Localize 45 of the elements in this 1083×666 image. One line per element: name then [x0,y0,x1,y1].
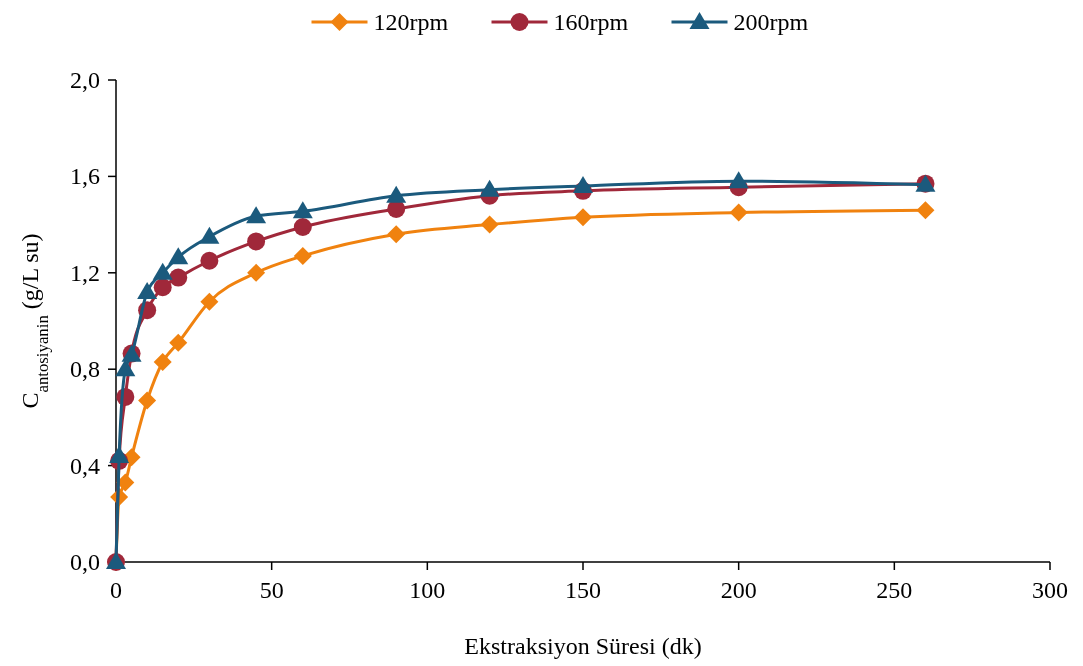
point [153,278,172,297]
point [480,215,499,234]
y-tick-label: 0,8 [70,356,100,383]
y-tick-label: 1,2 [70,259,100,286]
point [153,352,172,371]
point [169,333,188,352]
point [729,203,748,222]
point [200,292,219,311]
point [137,282,158,300]
point [387,225,406,244]
x-tick-label: 100 [409,577,446,603]
x-tick-label: 200 [720,577,757,603]
point [293,218,312,237]
legend-label: 200rpm [733,9,809,35]
point [138,391,157,410]
point [115,359,136,377]
point [200,251,219,270]
legend-label: 120rpm [373,9,449,35]
point [292,201,313,219]
x-tick-label: 0 [110,577,122,603]
point [574,208,592,227]
x-tick-label: 150 [565,577,601,603]
x-tick-label: 250 [876,577,913,603]
y-tick-label: 1,6 [70,163,100,190]
y-tick-label: 2,0 [70,67,100,93]
point [247,232,266,251]
point [916,201,935,220]
y-tick-label: 0,4 [70,452,100,479]
legend-label: 160rpm [553,9,629,35]
point [386,185,407,203]
point [109,445,130,463]
point [168,247,189,265]
point [199,226,220,244]
point [293,246,312,265]
x-axis-title: Ekstraksiyon Süresi (dk) [464,633,702,659]
point [246,206,267,224]
point [479,179,500,197]
point [247,263,266,282]
y-tick-label: 0,0 [70,549,100,575]
point [728,171,749,189]
x-tick-label: 300 [1032,577,1068,603]
point [169,268,188,287]
point [152,262,173,280]
point [573,176,593,194]
x-tick-label: 50 [259,577,284,603]
